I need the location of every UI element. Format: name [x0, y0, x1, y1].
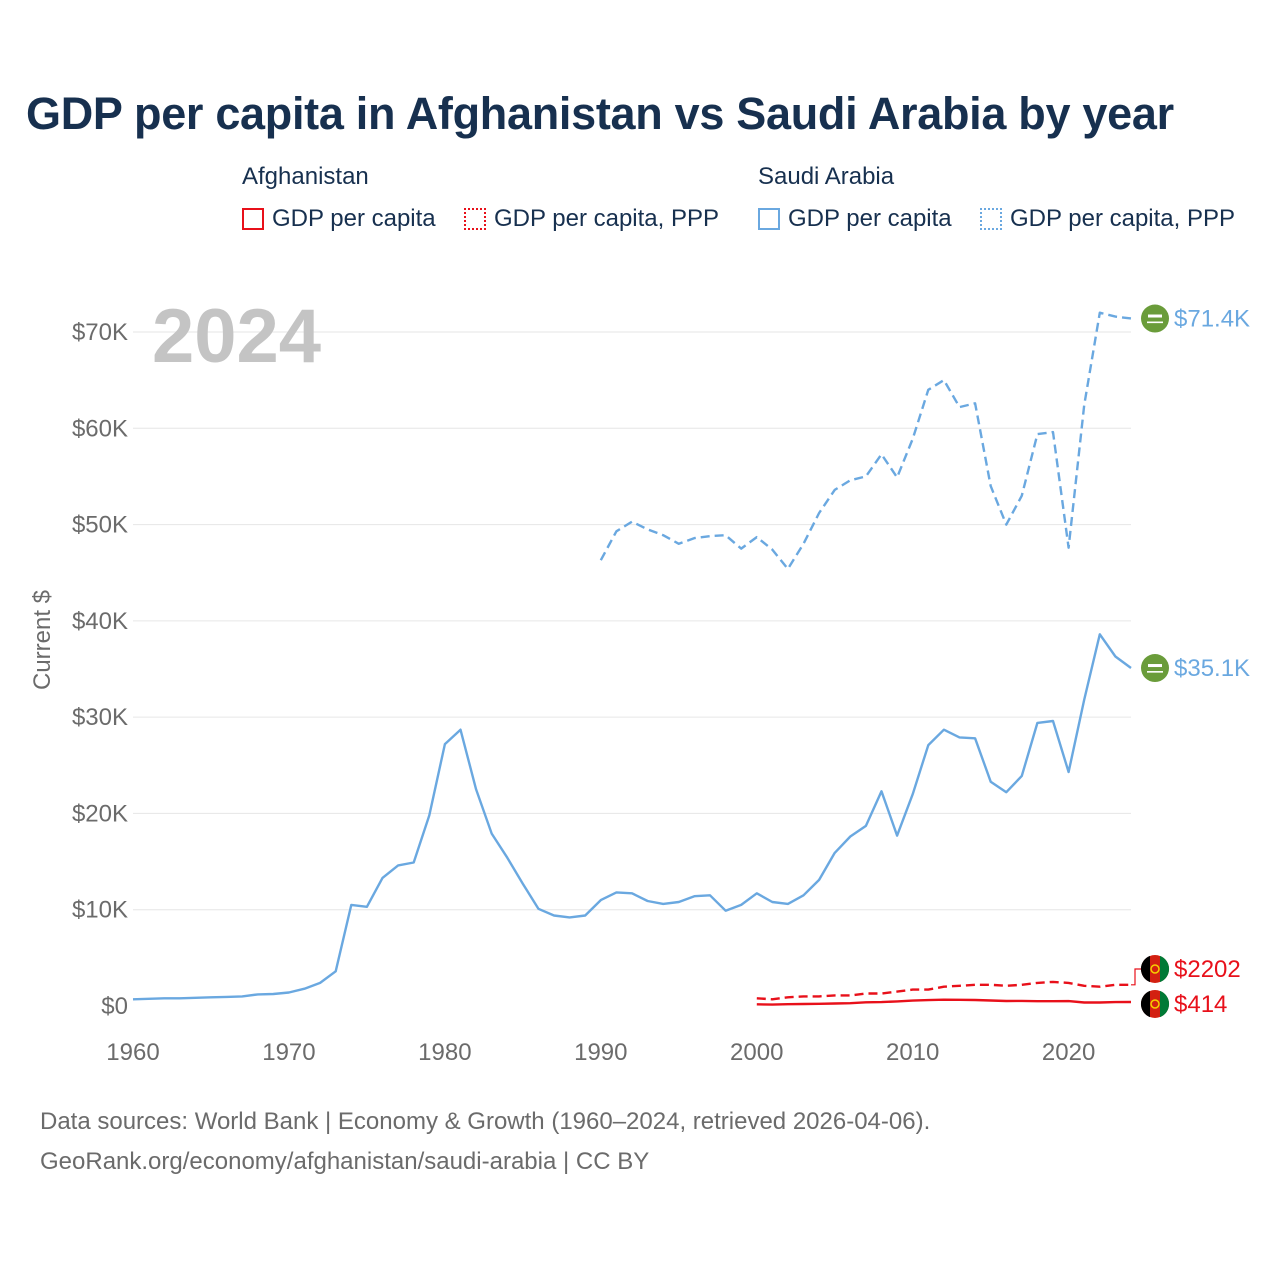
legend-afghanistan-ppp-swatch [464, 208, 486, 230]
afghanistan-flag-emblem-icon [1150, 999, 1160, 1009]
legend-afghanistan-gdp-label: GDP per capita [272, 205, 436, 232]
saudi-flag-icon [1141, 304, 1169, 333]
y-tick-label: $20K [72, 800, 128, 827]
saudi-flag-script-icon [1148, 314, 1162, 318]
end-connector-afghanistan [1131, 968, 1141, 986]
legend-saudi-gdp-swatch [758, 208, 780, 230]
afghanistan-flag-green-band [1160, 990, 1170, 1018]
y-tick-label: $30K [72, 704, 128, 731]
saudi-flag-script-icon [1148, 664, 1162, 668]
legend-afghanistan-gdp-swatch [242, 208, 264, 230]
x-tick-label: 1980 [418, 1039, 471, 1066]
series-line-saudi-dashed [599, 311, 1132, 571]
series-line-afghanistan-solid [756, 998, 1132, 1006]
legend-saudi-gdp[interactable]: GDP per capita [758, 205, 952, 233]
y-tick-label: $0 [101, 993, 128, 1020]
end-label-saudi-dashed: $71.4K [1174, 306, 1250, 333]
legend-afghanistan-gdp[interactable]: GDP per capita [242, 205, 436, 233]
y-tick-label: $40K [72, 608, 128, 635]
afghanistan-flag-black-band [1140, 955, 1150, 983]
end-label-afghanistan-solid: $414 [1174, 991, 1227, 1018]
legend-saudi-ppp-swatch [980, 208, 1002, 230]
legend-saudi-gdp-label: GDP per capita [788, 205, 952, 232]
source-line-1: Data sources: World Bank | Economy & Gro… [40, 1108, 931, 1135]
x-tick-label: 2010 [886, 1039, 939, 1066]
end-label-afghanistan-dashed: $2202 [1174, 956, 1241, 983]
source-line-2[interactable]: GeoRank.org/economy/afghanistan/saudi-ar… [40, 1148, 650, 1175]
x-tick-label: 1970 [262, 1039, 315, 1066]
x-tick-label: 1990 [574, 1039, 627, 1066]
x-tick-label: 2000 [730, 1039, 783, 1066]
series-line-afghanistan-dashed [756, 980, 1131, 1001]
chart-title: GDP per capita in Afghanistan vs Saudi A… [26, 88, 1174, 139]
y-axis-label: Current $ [29, 590, 56, 690]
afghanistan-flag-green-band [1160, 955, 1170, 983]
legend-saudi-ppp-label: GDP per capita, PPP [1010, 205, 1235, 232]
end-label-saudi-solid: $35.1K [1174, 655, 1250, 682]
saudi-flag-sword-icon [1147, 321, 1163, 324]
y-tick-label: $10K [72, 897, 128, 924]
x-tick-label: 2020 [1042, 1039, 1095, 1066]
afghanistan-flag-black-band [1140, 990, 1150, 1018]
y-tick-label: $60K [72, 415, 128, 442]
saudi-flag-sword-icon [1147, 671, 1163, 673]
legend-afghanistan-ppp[interactable]: GDP per capita, PPP [464, 205, 719, 233]
x-tick-label: 1960 [106, 1039, 159, 1066]
year-watermark: 2024 [152, 294, 321, 379]
afghanistan-flag-emblem-icon [1150, 964, 1160, 974]
legend-afghanistan-label: Afghanistan [242, 163, 369, 190]
legend-saudi-label: Saudi Arabia [758, 163, 895, 190]
legend-saudi-ppp[interactable]: GDP per capita, PPP [980, 205, 1235, 233]
series-line-saudi-solid [132, 633, 1132, 1001]
legend-afghanistan-ppp-label: GDP per capita, PPP [494, 205, 719, 232]
y-tick-label: $50K [72, 512, 128, 539]
y-tick-label: $70K [72, 319, 128, 346]
saudi-flag-icon [1141, 654, 1169, 683]
